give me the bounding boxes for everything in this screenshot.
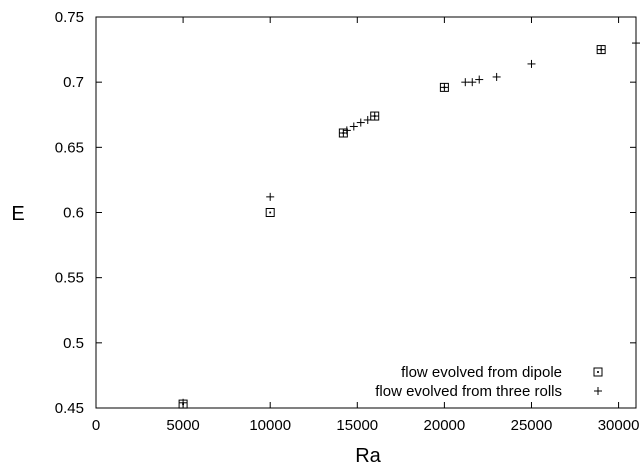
data-point-three-rolls bbox=[440, 83, 449, 92]
data-point-three-rolls bbox=[266, 192, 275, 201]
square-marker-dot bbox=[269, 211, 272, 214]
y-axis-label: E bbox=[11, 203, 24, 225]
plot-frame bbox=[95, 16, 637, 409]
data-point-three-rolls bbox=[349, 122, 358, 131]
x-tick-label: 10000 bbox=[249, 417, 291, 434]
data-points bbox=[178, 39, 640, 409]
data-point-three-rolls bbox=[492, 72, 501, 81]
data-point-three-rolls bbox=[632, 39, 640, 48]
legend: flow evolved from dipole flow evolved fro… bbox=[375, 364, 603, 400]
data-point-three-rolls bbox=[468, 78, 477, 87]
square-marker bbox=[265, 208, 275, 217]
plot-border bbox=[95, 16, 637, 409]
data-point-three-rolls bbox=[597, 45, 606, 54]
y-tick-label: 0.5 bbox=[63, 335, 84, 352]
legend-marker-three-rolls bbox=[594, 387, 602, 395]
x-axis: 0 5000 10000 15000 20000 25000 30000 bbox=[92, 17, 640, 434]
y-tick-label: 0.7 bbox=[63, 74, 84, 91]
x-tick-label: 5000 bbox=[166, 417, 199, 434]
legend-marker-dipole bbox=[593, 367, 603, 377]
data-point-three-rolls bbox=[370, 112, 379, 121]
square-marker-dot bbox=[597, 371, 599, 373]
data-point-three-rolls bbox=[342, 126, 351, 135]
y-tick-label: 0.75 bbox=[55, 9, 84, 26]
y-tick-label: 0.55 bbox=[55, 270, 84, 287]
x-tick-label: 20000 bbox=[424, 417, 466, 434]
y-tick-label: 0.45 bbox=[55, 400, 84, 417]
x-axis-label: Ra bbox=[355, 445, 381, 466]
square-marker bbox=[593, 367, 603, 377]
data-point-dipole bbox=[265, 208, 275, 217]
data-point-three-rolls bbox=[179, 398, 188, 407]
data-point-three-rolls bbox=[475, 75, 484, 84]
y-tick-label: 0.6 bbox=[63, 205, 84, 222]
legend-label: flow evolved from three rolls bbox=[375, 383, 562, 400]
x-tick-label: 15000 bbox=[336, 417, 378, 434]
data-point-three-rolls bbox=[363, 115, 372, 124]
y-tick-label: 0.65 bbox=[55, 139, 84, 156]
data-point-three-rolls bbox=[356, 118, 365, 127]
x-tick-label: 25000 bbox=[511, 417, 553, 434]
x-tick-label: 0 bbox=[92, 417, 100, 434]
x-tick-label: 30000 bbox=[598, 417, 640, 434]
legend-label: flow evolved from dipole bbox=[401, 364, 562, 381]
y-axis: 0.45 0.5 0.55 0.6 0.65 0.7 0.75 bbox=[55, 9, 636, 417]
data-point-three-rolls bbox=[461, 78, 470, 87]
data-point-three-rolls bbox=[527, 59, 536, 68]
